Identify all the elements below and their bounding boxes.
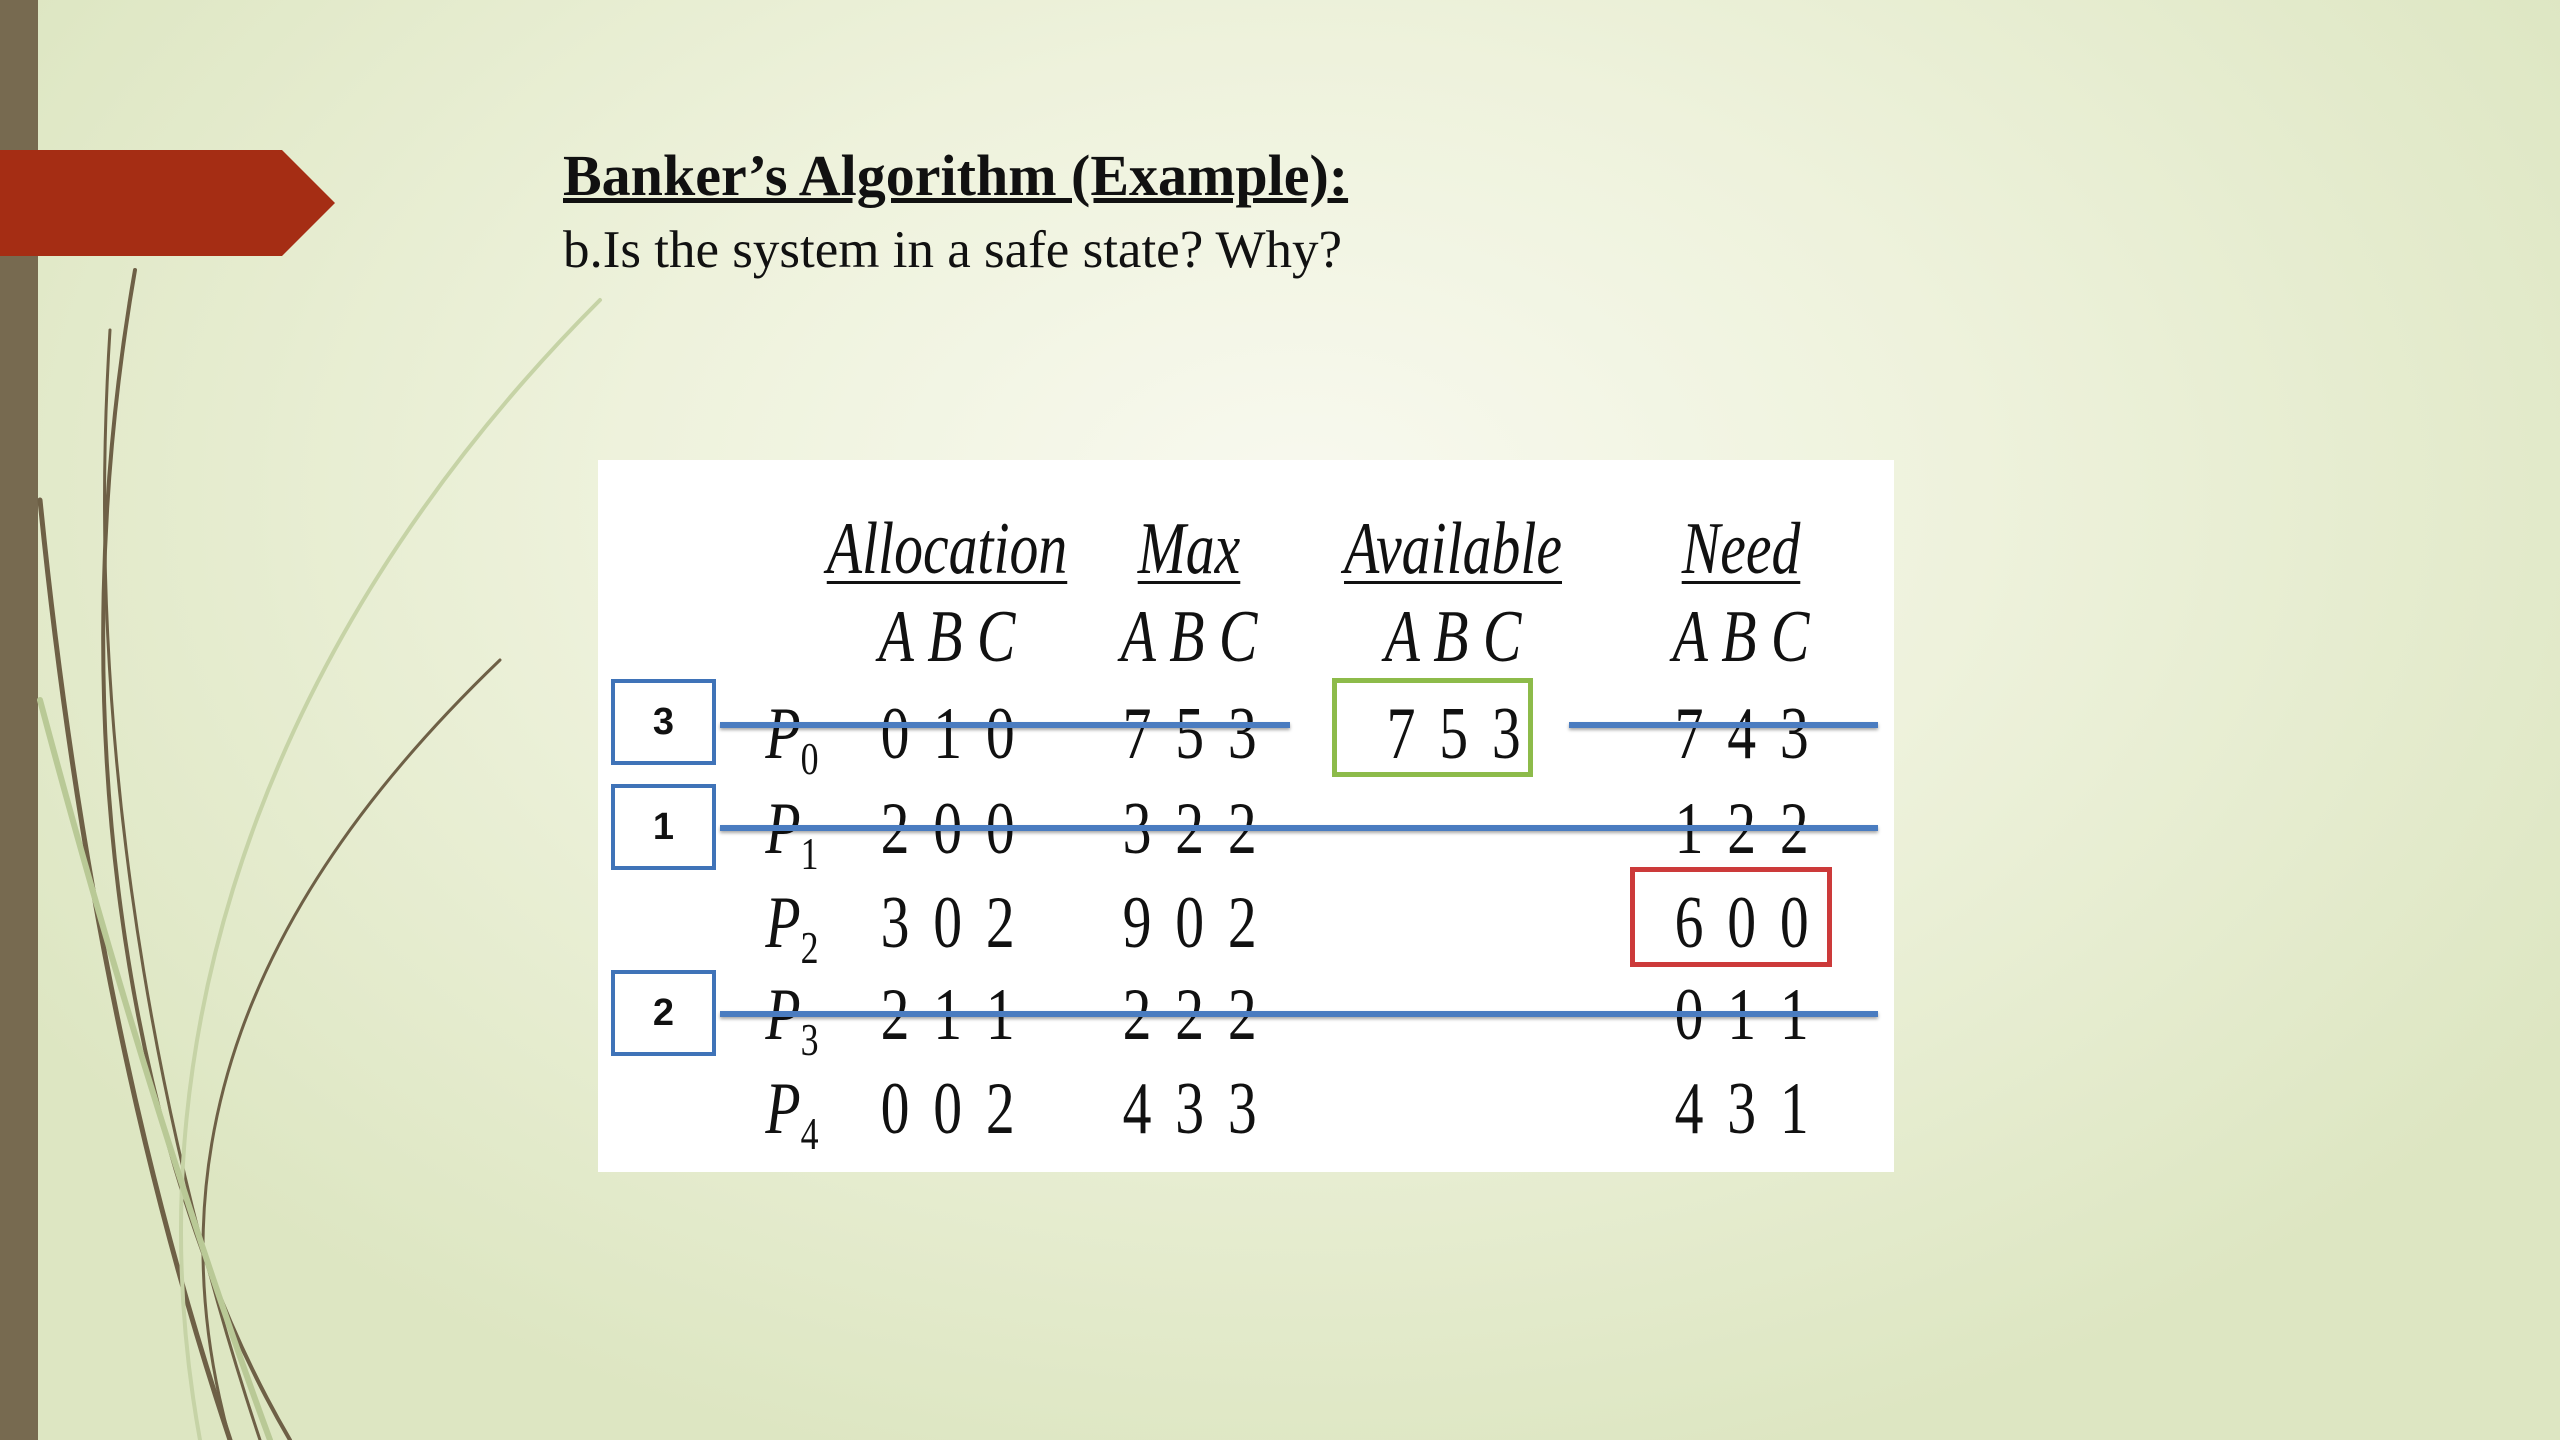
cell-max: 7 5 3 <box>1122 693 1262 775</box>
resource-labels: A B C <box>1672 596 1810 678</box>
column-header-need: Need <box>1681 508 1801 590</box>
available-highlight-box <box>1332 678 1533 777</box>
process-index: 2 <box>800 921 819 973</box>
process-index: 1 <box>800 827 819 879</box>
cell-allocation: 3 0 2 <box>880 882 1020 964</box>
bankers-table: Allocation A B C Max A B C Available A B C Nee… <box>598 460 1894 1172</box>
cell-allocation: 0 0 2 <box>880 1068 1020 1150</box>
process-letter: P <box>765 693 801 775</box>
cell-need: 7 4 3 <box>1674 693 1814 775</box>
resource-labels: A B C <box>1384 596 1522 678</box>
completed-strike-line <box>720 722 1290 728</box>
cell-need: 6 0 0 <box>1674 882 1814 964</box>
column-header-max: Max <box>1137 508 1241 590</box>
cell-need: 4 3 1 <box>1674 1068 1814 1150</box>
process-letter: P <box>765 1068 801 1150</box>
slide-title: Banker’s Algorithm (Example): <box>563 143 1349 208</box>
process-index: 4 <box>800 1107 819 1159</box>
process-label: P3 <box>765 978 818 1063</box>
execution-order-badge: 2 <box>611 970 716 1056</box>
decorative-curves <box>37 268 602 1440</box>
slide-subtitle: b.Is the system in a safe state? Why? <box>563 221 1343 279</box>
completed-strike-line <box>1569 722 1878 728</box>
process-label: P0 <box>765 697 818 782</box>
column-header-available: Available <box>1343 508 1563 590</box>
available-value: 7 5 3 <box>1386 693 1526 775</box>
title-arrow-shape <box>0 150 335 256</box>
process-label: P2 <box>765 886 818 971</box>
cell-max: 4 3 3 <box>1122 1068 1262 1150</box>
need-p2-highlight-box <box>1630 867 1832 967</box>
cell-max: 9 0 2 <box>1122 882 1262 964</box>
completed-strike-line <box>720 1011 1878 1017</box>
execution-order-badge: 3 <box>611 679 716 765</box>
resource-labels: A B C <box>1120 596 1258 678</box>
process-label: P4 <box>765 1072 818 1157</box>
process-index: 3 <box>800 1013 819 1065</box>
execution-order-badge: 1 <box>611 784 716 870</box>
cell-allocation: 0 1 0 <box>880 693 1020 775</box>
process-label: P1 <box>765 792 818 877</box>
process-letter: P <box>765 882 801 964</box>
completed-strike-line <box>720 825 1878 831</box>
column-header-allocation: Allocation <box>826 508 1068 590</box>
process-index: 0 <box>800 732 819 784</box>
resource-labels: A B C <box>878 596 1016 678</box>
